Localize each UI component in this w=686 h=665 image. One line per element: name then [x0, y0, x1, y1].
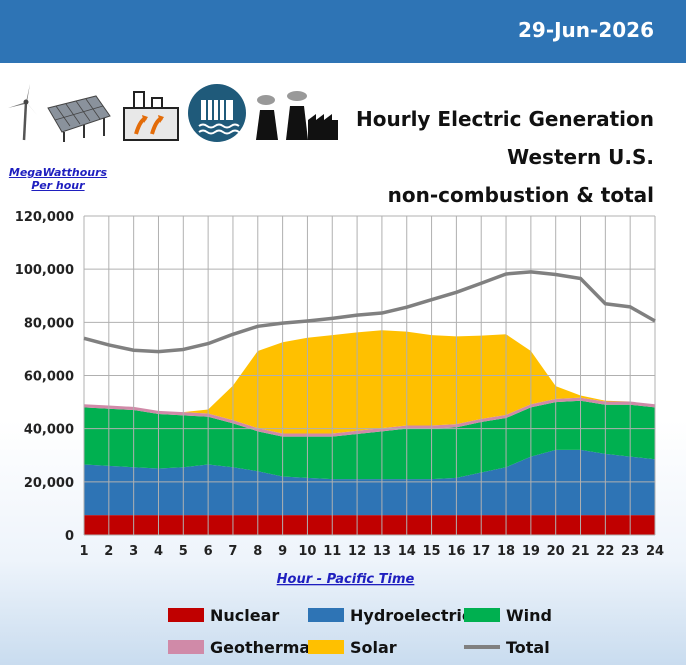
- legend-hydro-label: Hydroelectric: [350, 605, 472, 625]
- area-geothermal: [84, 397, 655, 437]
- x-tick-label: 21: [571, 544, 589, 559]
- area-solar: [84, 330, 655, 434]
- solar-panel-icon: [47, 95, 111, 142]
- x-tick-label: 17: [472, 544, 490, 559]
- legend-solar-label: Solar: [350, 637, 397, 657]
- y-tick-label: 60,000: [24, 370, 74, 385]
- date-label: 29-Jun-2026: [517, 18, 654, 42]
- y-tick-label: 0: [65, 529, 74, 544]
- x-tick-label: 11: [323, 544, 341, 559]
- legend-hydro-swatch: [308, 608, 344, 622]
- x-tick-label: 23: [621, 544, 639, 559]
- x-tick-label: 16: [447, 544, 465, 559]
- y-tick-label: 100,000: [15, 263, 74, 278]
- y-tick-label: 80,000: [24, 316, 74, 331]
- legend-nuclear-label: Nuclear: [210, 605, 280, 625]
- x-tick-label: 12: [348, 544, 366, 559]
- wind-turbine-icon: [8, 84, 38, 141]
- title-line-3: non-combustion & total: [387, 183, 654, 207]
- x-tick-label: 10: [298, 544, 316, 559]
- units-label: MegaWatthours Per hour: [8, 166, 108, 192]
- y-tick-label: 40,000: [24, 423, 74, 438]
- legend-wind-swatch: [464, 608, 500, 622]
- y-tick-label: 120,000: [15, 210, 74, 225]
- chart-title: Hourly Electric Generation Western U.S. …: [294, 100, 654, 214]
- y-tick-label: 20,000: [24, 476, 74, 491]
- header-bar: 29-Jun-2026: [0, 0, 686, 63]
- geothermal-plant-icon: [123, 91, 179, 141]
- x-tick-label: 15: [423, 544, 441, 559]
- x-tick-label: 13: [373, 544, 391, 559]
- legend-wind-label: Wind: [506, 605, 552, 625]
- x-tick-label: 18: [497, 544, 515, 559]
- total-line: [83, 270, 656, 354]
- x-tick-label: 14: [398, 544, 416, 559]
- legend-total-swatch: [464, 645, 500, 649]
- legend-solar: Solar: [308, 635, 397, 659]
- legend-solar-swatch: [308, 640, 344, 654]
- title-line-1: Hourly Electric Generation: [355, 107, 654, 131]
- x-tick-label: 6: [204, 544, 213, 559]
- legend-nuclear-swatch: [168, 608, 204, 622]
- legend-nuclear: Nuclear: [168, 603, 279, 627]
- x-tick-label: 24: [646, 544, 664, 559]
- legend-geo-swatch: [168, 640, 204, 654]
- icon-strip: [0, 80, 350, 150]
- x-tick-label: 20: [547, 544, 565, 559]
- x-tick-label: 8: [253, 544, 262, 559]
- units-line-1: MegaWatthours: [8, 166, 108, 179]
- title-line-2: Western U.S.: [507, 145, 654, 169]
- x-tick-label: 9: [278, 544, 287, 559]
- legend-hydroelectric: Hydroelectric: [308, 603, 471, 627]
- hydro-dam-icon: [188, 84, 246, 142]
- legend-geothermal: Geothermal: [168, 635, 316, 659]
- generation-chart: 0 20,000 40,000 60,000 80,000 100,000 120,000 1…: [15, 210, 664, 587]
- area-hydroelectric: [84, 449, 655, 516]
- power-plant-icon: [256, 91, 338, 140]
- x-tick-label: 2: [104, 544, 113, 559]
- legend-total-label: Total: [506, 637, 550, 657]
- x-tick-label: 7: [228, 544, 237, 559]
- x-axis-label: Hour - Pacific Time: [277, 572, 415, 587]
- x-tick-label: 19: [522, 544, 540, 559]
- legend-total: Total: [464, 635, 550, 659]
- x-tick-label: 22: [596, 544, 614, 559]
- x-tick-label: 5: [179, 544, 188, 559]
- x-tick-label: 3: [129, 544, 138, 559]
- area-wind: [84, 400, 655, 480]
- legend-wind: Wind: [464, 603, 552, 627]
- legend-geo-label: Geothermal: [210, 637, 316, 657]
- x-tick-label: 4: [154, 544, 163, 559]
- area-nuclear: [84, 515, 655, 535]
- x-tick-label: 1: [79, 544, 88, 559]
- units-line-2: Per hour: [31, 179, 85, 192]
